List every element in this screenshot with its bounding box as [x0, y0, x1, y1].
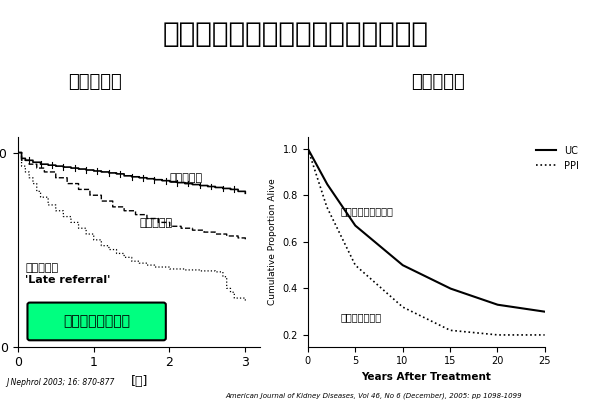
Text: 多職種ケア: 多職種ケア — [169, 172, 202, 183]
Text: 多職種チーム医療は生命予後も改善: 多職種チーム医療は生命予後も改善 — [163, 20, 429, 48]
Text: 直前の紹介: 直前の紹介 — [25, 263, 59, 273]
X-axis label: [年]: [年] — [130, 375, 148, 388]
Text: 長期生存率: 長期生存率 — [411, 73, 465, 91]
Text: J Nephrol 2003; 16: 870-877: J Nephrol 2003; 16: 870-877 — [6, 378, 114, 387]
Text: American Journal of Kidney Diseases, Vol 46, No 6 (December), 2005: pp 1098-1099: American Journal of Kidney Diseases, Vol… — [225, 393, 522, 399]
Y-axis label: Cumulative Proportion Alive: Cumulative Proportion Alive — [268, 179, 277, 305]
Text: 多職種の保存期ケア: 多職種の保存期ケア — [341, 206, 394, 216]
Text: 短期生存率: 短期生存率 — [68, 73, 121, 91]
Legend: UC, PPI: UC, PPI — [533, 142, 583, 174]
Text: 'Late referral': 'Late referral' — [25, 274, 111, 285]
X-axis label: Years After Treatment: Years After Treatment — [361, 372, 491, 382]
Text: 標準的ケア: 標準的ケア — [139, 218, 172, 228]
Text: 医師単独のケア: 医師単独のケア — [341, 312, 382, 322]
FancyBboxPatch shape — [27, 303, 166, 340]
Text: 多職種＞医師のみ: 多職種＞医師のみ — [63, 314, 130, 328]
